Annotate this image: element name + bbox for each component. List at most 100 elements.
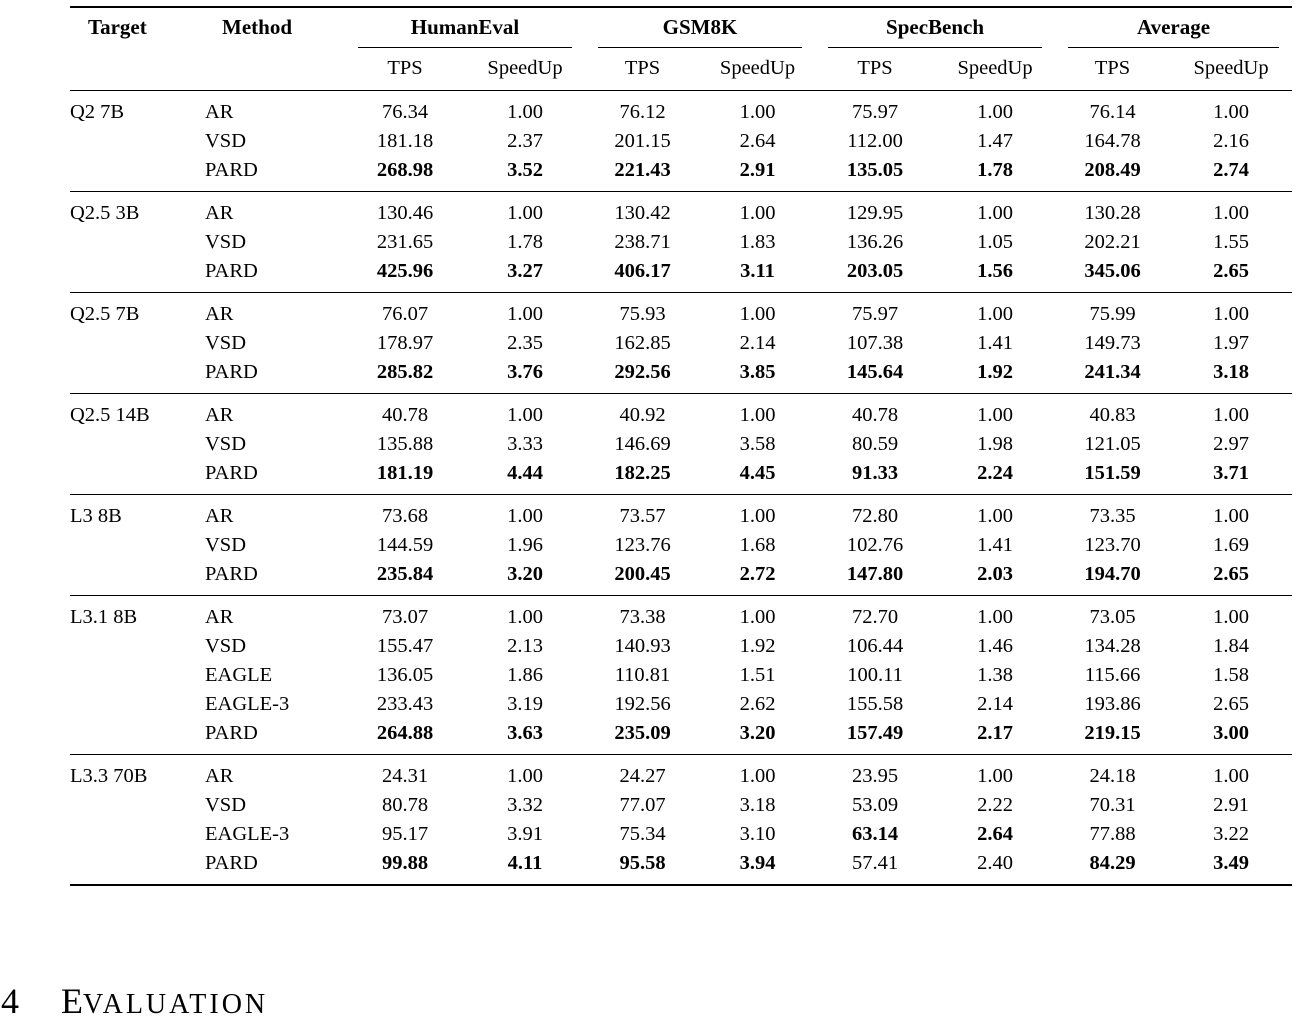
value-cell: 24.18: [1089, 765, 1136, 787]
value-cell: 1.83: [739, 231, 776, 253]
value-cell: 107.38: [846, 332, 904, 354]
value-cell: 268.98: [376, 159, 434, 181]
value-cell: 144.59: [376, 534, 434, 556]
col-header-speedup: SpeedUp: [1193, 57, 1269, 79]
value-cell: 73.35: [1089, 505, 1136, 527]
value-cell: 40.92: [619, 404, 666, 426]
value-cell: 1.97: [1213, 332, 1249, 354]
value-cell: 3.33: [507, 433, 543, 455]
method-cell: EAGLE-3: [205, 693, 290, 715]
value-cell: 2.40: [977, 852, 1013, 874]
value-cell: 2.65: [1213, 693, 1249, 715]
col-header-target: Target: [88, 15, 147, 39]
value-cell: 40.83: [1089, 404, 1136, 426]
value-cell: 1.05: [977, 231, 1013, 253]
value-cell: 1.38: [977, 664, 1013, 686]
value-cell: 99.88: [381, 852, 429, 874]
value-cell: 235.09: [614, 722, 671, 744]
value-cell: 24.27: [619, 765, 666, 787]
value-cell: 194.70: [1084, 563, 1141, 585]
value-cell: 136.26: [846, 231, 904, 253]
value-cell: 84.29: [1089, 852, 1136, 874]
value-cell: 1.00: [1213, 303, 1249, 325]
table-row: VSD 178.97 2.35 162.85 2.14 107.38 1.41 149.73 1…: [70, 329, 1292, 358]
value-cell: 129.95: [846, 202, 904, 224]
method-cell: PARD: [205, 159, 258, 181]
value-cell: 106.44: [846, 635, 904, 657]
value-cell: 130.42: [614, 202, 671, 224]
table-group: L3 8B AR 73.68 1.00 73.57 1.00 72.80 1.00 73.35 1…: [70, 494, 1293, 596]
value-cell: 1.00: [977, 505, 1013, 527]
value-cell: 1.51: [739, 664, 776, 686]
value-cell: 57.41: [851, 852, 899, 874]
value-cell: 1.00: [1213, 505, 1249, 527]
table-row: Q2.5 7B AR 76.07 1.00 75.93 1.00 75.97 1.00 75.9…: [70, 293, 1292, 329]
value-cell: 73.05: [1089, 606, 1136, 628]
value-cell: 3.20: [739, 722, 776, 744]
value-cell: 2.74: [1213, 159, 1249, 181]
table-group: L3.3 70B AR 24.31 1.00 24.27 1.00 23.95 1.00 24.…: [70, 754, 1293, 886]
value-cell: 134.28: [1084, 635, 1141, 657]
header-row-groups: Target Method HumanEval GSM8K SpecBench …: [70, 7, 1292, 48]
value-cell: 181.19: [376, 462, 434, 484]
value-cell: 3.00: [1213, 722, 1249, 744]
value-cell: 80.59: [851, 433, 899, 455]
value-cell: 1.47: [977, 130, 1013, 152]
value-cell: 135.05: [846, 159, 904, 181]
value-cell: 264.88: [376, 722, 434, 744]
table-group: Q2 7B AR 76.34 1.00 76.12 1.00 75.97 1.00 76.14 1…: [70, 91, 1292, 192]
value-cell: 1.78: [977, 159, 1013, 181]
value-cell: 100.11: [847, 664, 903, 686]
method-cell: AR: [205, 606, 234, 628]
value-cell: 425.96: [376, 260, 434, 282]
value-cell: 75.97: [851, 303, 899, 325]
value-cell: 292.56: [614, 361, 671, 383]
table-row: PARD 425.96 3.27 406.17 3.11 203.05 1.56 345.06…: [70, 257, 1292, 293]
value-cell: 3.94: [739, 852, 776, 874]
value-cell: 1.00: [507, 505, 543, 527]
value-cell: 2.35: [507, 332, 543, 354]
col-header-speedup: SpeedUp: [957, 57, 1033, 79]
section-title: EVALUATION: [61, 980, 268, 1018]
value-cell: 2.14: [739, 332, 776, 354]
value-cell: 95.58: [619, 852, 666, 874]
value-cell: 1.98: [977, 433, 1013, 455]
value-cell: 2.64: [739, 130, 776, 152]
col-group-gsm8k: GSM8K: [585, 7, 815, 48]
col-header-method: Method: [222, 15, 292, 39]
value-cell: 77.88: [1089, 823, 1136, 845]
method-cell: AR: [205, 765, 234, 787]
value-cell: 1.00: [739, 303, 776, 325]
section-number: 4: [1, 981, 19, 1018]
group-label-gsm8k: GSM8K: [598, 14, 803, 48]
value-cell: 3.32: [507, 794, 543, 816]
table-row: L3 8B AR 73.68 1.00 73.57 1.00 72.80 1.00 73.35 1…: [70, 495, 1292, 531]
value-cell: 1.00: [1213, 765, 1249, 787]
table-row: VSD 155.47 2.13 140.93 1.92 106.44 1.46 134.28 1…: [70, 632, 1292, 661]
value-cell: 1.46: [977, 635, 1013, 657]
value-cell: 130.46: [376, 202, 434, 224]
value-cell: 182.25: [614, 462, 671, 484]
value-cell: 76.12: [619, 101, 666, 123]
value-cell: 208.49: [1084, 159, 1141, 181]
table-group: Q2.5 7B AR 76.07 1.00 75.93 1.00 75.97 1.00 75.9…: [70, 292, 1293, 394]
value-cell: 4.44: [507, 462, 543, 484]
value-cell: 1.00: [739, 606, 776, 628]
value-cell: 2.16: [1213, 130, 1249, 152]
value-cell: 76.14: [1089, 101, 1136, 123]
value-cell: 123.76: [614, 534, 671, 556]
value-cell: 1.41: [977, 534, 1013, 556]
table-row: PARD 99.88 4.11 95.58 3.94 57.41 2.40 84.29 3.49: [70, 849, 1292, 886]
target-cell: Q2.5 7B: [70, 303, 140, 325]
value-cell: 1.00: [507, 303, 543, 325]
header-row-sub: TPS SpeedUp TPS SpeedUp TPS SpeedUp TPS …: [70, 48, 1292, 91]
value-cell: 201.15: [614, 130, 671, 152]
value-cell: 192.56: [614, 693, 671, 715]
table-row: PARD 264.88 3.63 235.09 3.20 157.49 2.17 219.15…: [70, 719, 1292, 755]
value-cell: 3.19: [507, 693, 543, 715]
method-cell: VSD: [205, 332, 247, 354]
table-group: L3.1 8B AR 73.07 1.00 73.38 1.00 72.70 1.00 73.0…: [70, 595, 1293, 755]
table-row: L3.1 8B AR 73.07 1.00 73.38 1.00 72.70 1.00 73.0…: [70, 596, 1292, 632]
col-header-tps: TPS: [857, 57, 893, 79]
method-cell: AR: [205, 303, 234, 325]
